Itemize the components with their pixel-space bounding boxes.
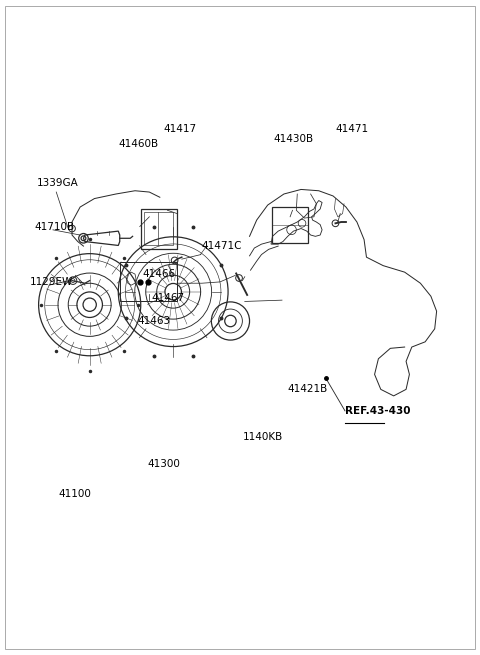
Text: 41463: 41463 <box>137 316 170 326</box>
Text: 1339GA: 1339GA <box>37 178 79 188</box>
Bar <box>120 263 177 301</box>
Text: 41471C: 41471C <box>202 241 242 251</box>
Text: 41417: 41417 <box>164 124 197 134</box>
Text: 41421B: 41421B <box>288 384 328 394</box>
Text: 41300: 41300 <box>147 459 180 469</box>
Text: 1129EW: 1129EW <box>30 277 73 287</box>
Text: 41100: 41100 <box>59 489 92 498</box>
Text: 41467: 41467 <box>152 293 185 303</box>
Text: REF.43-430: REF.43-430 <box>345 406 410 416</box>
Text: 41466: 41466 <box>142 269 175 279</box>
Bar <box>141 209 177 250</box>
Bar <box>144 212 173 245</box>
Text: 41430B: 41430B <box>274 134 313 143</box>
Text: 1140KB: 1140KB <box>242 432 283 442</box>
Text: 41710B: 41710B <box>35 221 75 232</box>
Bar <box>273 207 308 243</box>
Text: 41471: 41471 <box>336 124 369 134</box>
Text: 41460B: 41460B <box>118 139 158 149</box>
